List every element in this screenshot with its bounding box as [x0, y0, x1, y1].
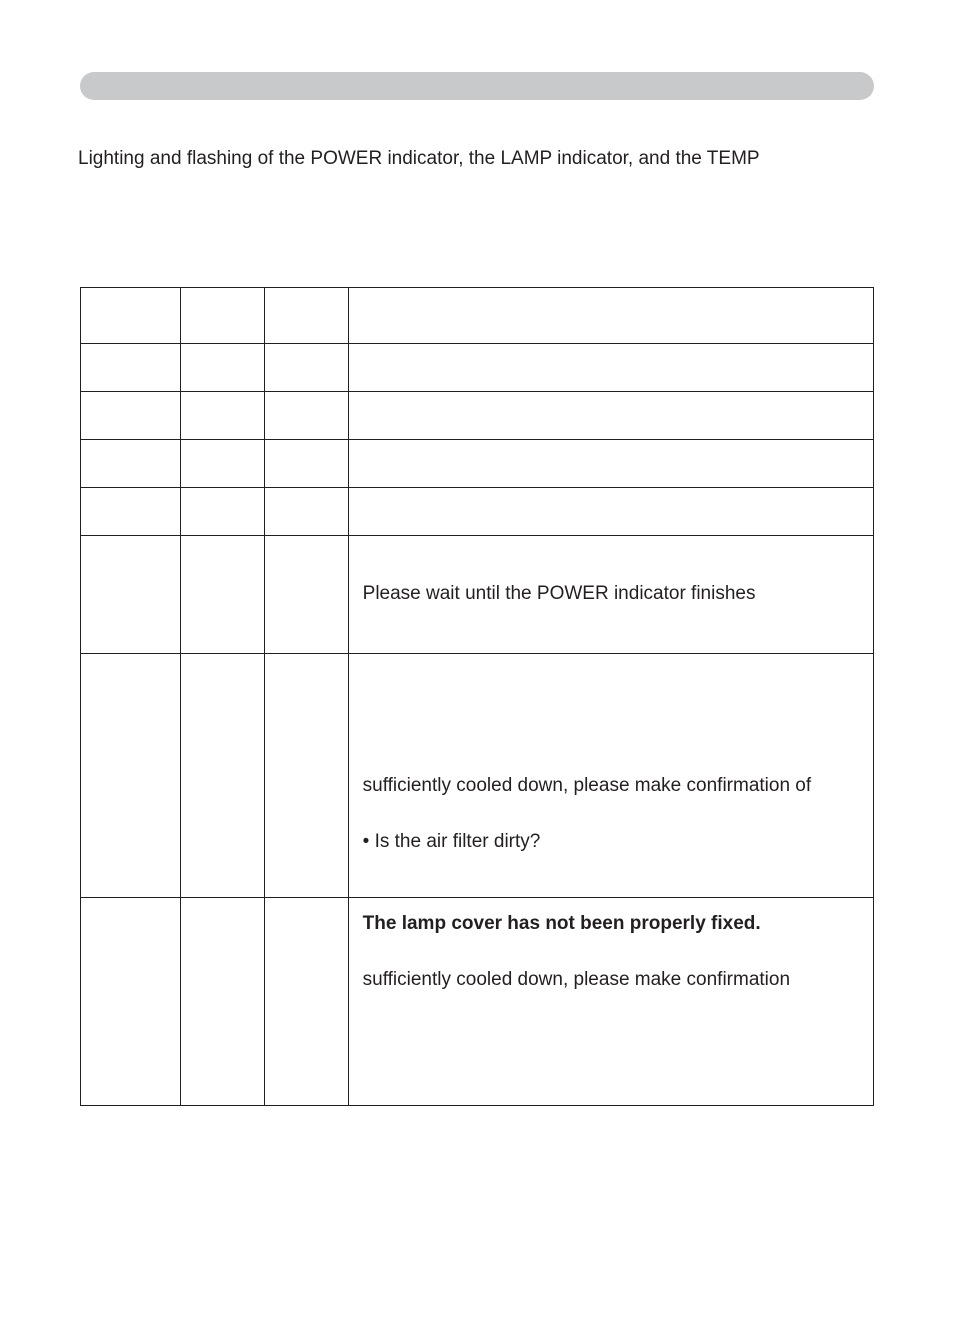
- table-cell: [180, 654, 264, 898]
- table-cell: [180, 440, 264, 488]
- table-row: [81, 288, 874, 344]
- indicator-table-body: Please wait until the POWER indicator fi…: [81, 288, 874, 1106]
- table-cell: [81, 440, 181, 488]
- indicator-table: Please wait until the POWER indicator fi…: [80, 287, 874, 1106]
- description-text: sufficiently cooled down, please make co…: [349, 966, 873, 994]
- table-cell: [180, 344, 264, 392]
- table-cell: Please wait until the POWER indicator fi…: [348, 536, 873, 654]
- table-cell: [81, 288, 181, 344]
- table-cell: sufficiently cooled down, please make co…: [348, 654, 873, 898]
- table-row: Please wait until the POWER indicator fi…: [81, 536, 874, 654]
- table-cell: [348, 392, 873, 440]
- table-cell: [348, 488, 873, 536]
- table-row: sufficiently cooled down, please make co…: [81, 654, 874, 898]
- table-cell: [81, 898, 181, 1106]
- intro-paragraph: Lighting and flashing of the POWER indic…: [78, 148, 872, 170]
- description-text: sufficiently cooled down, please make co…: [349, 772, 873, 800]
- table-cell: [264, 440, 348, 488]
- table-row: [81, 392, 874, 440]
- table-cell: [264, 488, 348, 536]
- table-cell: [264, 344, 348, 392]
- table-row: [81, 344, 874, 392]
- table-cell: [180, 898, 264, 1106]
- table-cell: [348, 288, 873, 344]
- description-text: • Is the air filter dirty?: [349, 828, 873, 856]
- table-cell: [348, 344, 873, 392]
- table-row: The lamp cover has not been properly fix…: [81, 898, 874, 1106]
- table-cell: [180, 288, 264, 344]
- header-bar: [80, 72, 874, 100]
- table-cell: [81, 536, 181, 654]
- table-cell: [264, 898, 348, 1106]
- table-cell: [81, 654, 181, 898]
- description-text: Please wait until the POWER indicator fi…: [349, 580, 873, 608]
- description-text: The lamp cover has not been properly fix…: [349, 910, 873, 938]
- table-row: [81, 440, 874, 488]
- table-cell: [81, 392, 181, 440]
- table-cell: [264, 392, 348, 440]
- table-cell: [81, 488, 181, 536]
- table-cell: [264, 536, 348, 654]
- table-cell: [81, 344, 181, 392]
- table-cell: [180, 536, 264, 654]
- table-cell: The lamp cover has not been properly fix…: [348, 898, 873, 1106]
- table-cell: [348, 440, 873, 488]
- page-frame: Lighting and flashing of the POWER indic…: [0, 0, 954, 1339]
- table-row: [81, 488, 874, 536]
- table-cell: [264, 654, 348, 898]
- table-cell: [264, 288, 348, 344]
- table-cell: [180, 488, 264, 536]
- table-cell: [180, 392, 264, 440]
